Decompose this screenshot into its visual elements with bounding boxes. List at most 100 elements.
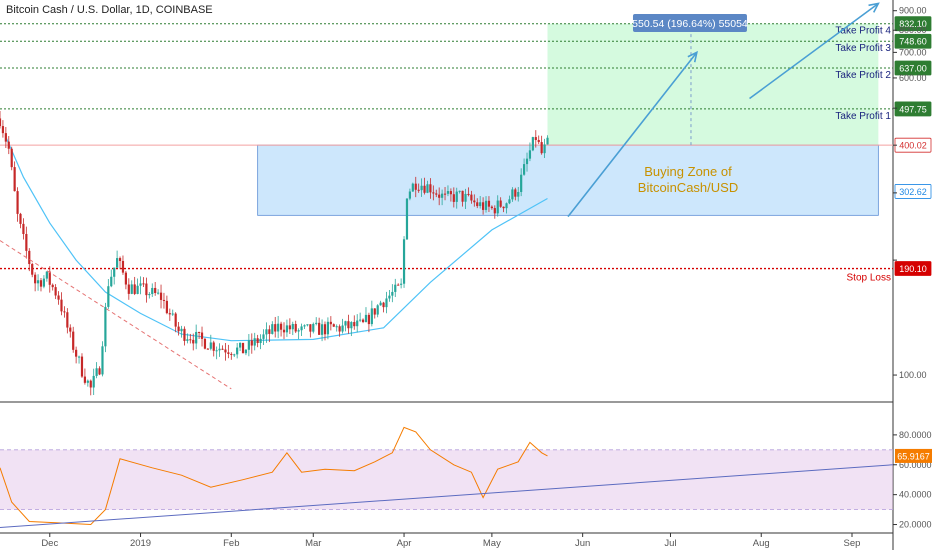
candle-body-100 — [291, 323, 294, 330]
rsi-trendline — [0, 464, 894, 529]
candle-body-168 — [490, 206, 493, 209]
candle-body-1 — [1, 126, 5, 134]
rsi-tick-label-3: 80.0000 — [899, 430, 932, 440]
price-tick-label-5: 600.00 — [899, 73, 927, 83]
axis-tag-label-6: 190.10 — [899, 264, 927, 274]
candle-body-44 — [127, 284, 130, 294]
candle-body-11 — [31, 264, 34, 275]
candle-body-147 — [429, 184, 432, 193]
candle-body-3 — [7, 141, 10, 149]
candle-body-75 — [218, 348, 221, 351]
candle-body-162 — [473, 200, 476, 203]
candle-body-186 — [543, 144, 546, 154]
candle-body-67 — [195, 331, 198, 344]
axis-tag-1 — [894, 33, 932, 49]
candle-body-154 — [449, 191, 452, 195]
candle-body-123 — [359, 319, 362, 321]
candle-body-177 — [517, 191, 520, 197]
candle-body-89 — [259, 338, 262, 344]
level-name-6: Stop Loss — [847, 273, 891, 284]
candle-body-16 — [45, 271, 48, 279]
candle-body-85 — [247, 340, 250, 350]
candle-body-133 — [388, 295, 391, 299]
candle-body-106 — [309, 324, 312, 332]
candle-body-90 — [262, 334, 265, 339]
candle-body-61 — [177, 326, 180, 332]
candle-body-104 — [303, 325, 306, 327]
candle-body-129 — [376, 305, 379, 315]
candle-body-125 — [364, 314, 368, 323]
axis-tag-2 — [894, 60, 932, 76]
candle-body-109 — [318, 322, 321, 335]
rsi-current-tag — [895, 448, 932, 463]
candle-body-103 — [300, 326, 303, 331]
candle-body-43 — [124, 272, 127, 285]
candle-body-96 — [279, 323, 283, 330]
level-name-1: Take Profit 3 — [835, 43, 891, 54]
candle-body-149 — [435, 193, 438, 195]
candle-body-57 — [165, 300, 168, 314]
candle-body-54 — [157, 292, 160, 294]
candle-body-163 — [476, 202, 479, 207]
rsi-tick-label-0: 20.0000 — [899, 520, 932, 530]
candle-body-0 — [0, 118, 2, 127]
time-tick-label-3: Mar — [305, 538, 321, 549]
time-tick-label-8: Aug — [753, 538, 770, 549]
candle-body-167 — [487, 200, 491, 207]
candle-body-49 — [142, 283, 145, 285]
candle-body-170 — [496, 200, 499, 214]
candle-body-128 — [373, 308, 376, 315]
candle-body-146 — [426, 184, 429, 193]
time-tick-label-1: 2019 — [130, 538, 151, 549]
candle-body-60 — [174, 313, 177, 327]
time-tick-label-0: Dec — [41, 538, 58, 549]
candle-body-82 — [238, 342, 242, 348]
candle-body-136 — [397, 284, 400, 286]
candle-body-176 — [514, 189, 517, 197]
candle-body-138 — [402, 239, 406, 284]
candle-body-134 — [391, 291, 394, 296]
candle-body-156 — [455, 191, 458, 202]
level-name-0: Take Profit 4 — [835, 26, 891, 37]
candle-body-12 — [34, 274, 37, 284]
candle-body-141 — [411, 183, 414, 192]
candle-body-157 — [458, 190, 461, 192]
candle-body-5 — [13, 167, 16, 192]
candle-body-120 — [350, 322, 353, 329]
measure-label: 550.54 (196.64%) 55054 — [632, 18, 748, 30]
candle-body-137 — [400, 283, 403, 285]
candle-body-38 — [110, 276, 113, 287]
candle-body-113 — [329, 321, 332, 325]
candle-body-40 — [116, 258, 119, 268]
candle-body-8 — [22, 223, 25, 235]
candle-body-53 — [154, 287, 157, 293]
candle-body-58 — [168, 313, 171, 315]
candle-body-173 — [505, 203, 508, 209]
candle-body-99 — [288, 325, 291, 330]
rsi-tick-label-2: 60.0000 — [899, 460, 932, 470]
candle-body-178 — [520, 174, 523, 192]
candle-body-65 — [189, 339, 192, 341]
candle-body-37 — [107, 286, 110, 307]
candle-body-76 — [221, 348, 224, 350]
candle-body-25 — [72, 331, 75, 350]
candle-body-4 — [10, 148, 13, 168]
candle-body-151 — [441, 193, 444, 198]
candle-body-62 — [180, 328, 183, 332]
candle-body-152 — [443, 193, 447, 195]
candle-body-140 — [408, 191, 412, 199]
axis-tag-0 — [894, 16, 932, 32]
candle-body-30 — [86, 380, 89, 383]
candle-body-180 — [525, 158, 529, 165]
candle-body-174 — [508, 199, 511, 204]
rsi-line — [0, 426, 548, 526]
candle-body-126 — [367, 314, 371, 325]
time-tick-label-5: May — [483, 538, 501, 549]
rsi-tick-label-1: 40.0000 — [899, 490, 932, 500]
candle-body-29 — [83, 376, 87, 383]
candle-body-171 — [499, 200, 502, 207]
projection-arrowhead-0 — [687, 50, 698, 63]
buy-zone-label-line2: BitcoinCash/USD — [638, 180, 738, 195]
candle-body-42 — [121, 260, 125, 273]
candle-body-158 — [461, 190, 464, 202]
